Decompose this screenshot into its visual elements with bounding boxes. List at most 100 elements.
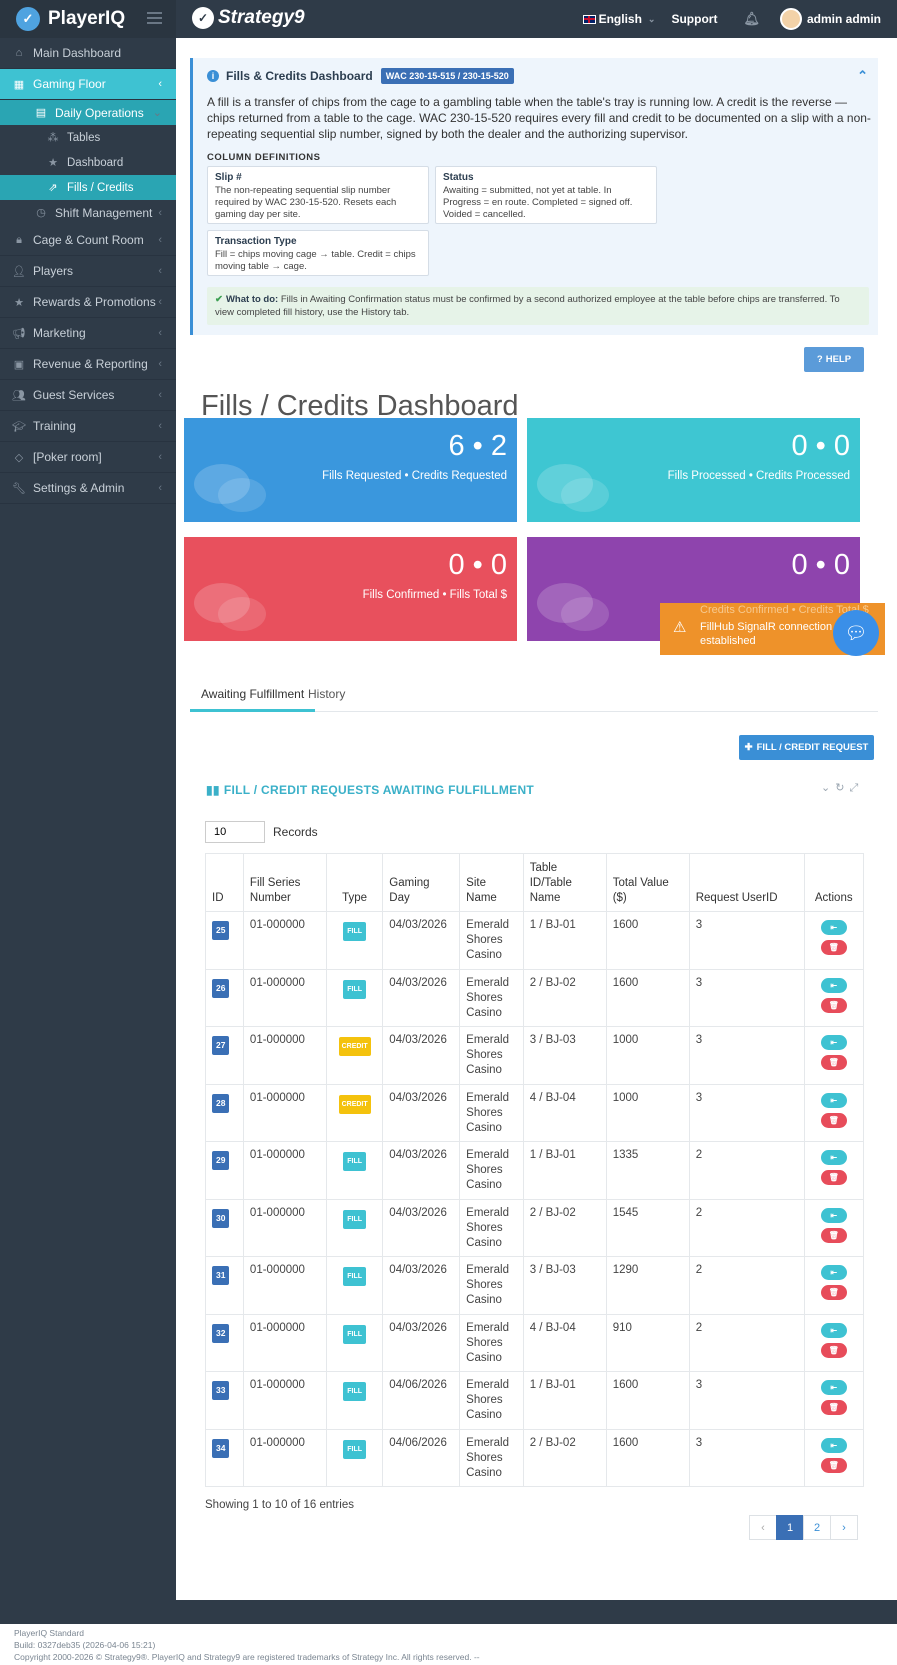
id-badge[interactable]: 28 [212, 1093, 230, 1113]
sidebar-item-poker-room[interactable]: ◇ [Poker room] ‹ [0, 442, 176, 473]
sidebar-item-rewards-promotions[interactable]: ★ Rewards & Promotions ‹ [0, 287, 176, 318]
id-badge[interactable]: 32 [212, 1323, 230, 1343]
cell-total-value: 1545 [605, 1198, 690, 1257]
process-icon[interactable]: ⇤ [820, 920, 847, 935]
col-total-value[interactable]: Total Value ($) [605, 853, 690, 912]
id-badge[interactable]: 29 [212, 1151, 230, 1170]
sidebar-item-dashboard[interactable]: ★ Dashboard [0, 150, 176, 175]
type-badge: FILL [343, 1382, 366, 1401]
pagination-page-1[interactable]: 1 [776, 1515, 804, 1540]
process-icon[interactable]: ⇤ [820, 1092, 847, 1108]
table-row[interactable]: 29 01-000000 FILL 04/03/2026 Emerald Shores … [205, 1141, 864, 1200]
process-icon[interactable]: ⇤ [820, 1437, 847, 1453]
trash-icon[interactable]: 🗑︎ [820, 1400, 847, 1415]
menu-toggle-icon[interactable] [147, 12, 162, 24]
avatar[interactable] [779, 8, 802, 30]
sidebar-item-guest-services[interactable]: 👥︎ Guest Services ‹ [0, 380, 176, 411]
sidebar-item-settings-admin[interactable]: 🔧︎ Settings & Admin ‹ [0, 473, 176, 504]
sidebar-item-cage-count-room[interactable]: 🔒︎ Cage & Count Room ‹ [0, 225, 176, 256]
table-row[interactable]: 34 01-000000 FILL 04/06/2026 Emerald Shores … [205, 1428, 864, 1487]
tab-history[interactable]: History [308, 687, 346, 701]
tab-awaiting-fulfillment[interactable]: Awaiting Fulfillment [190, 687, 316, 712]
support-link[interactable]: Support [671, 12, 718, 26]
trash-icon[interactable]: 🗑︎ [820, 997, 847, 1013]
process-icon[interactable]: ⇤ [820, 1380, 847, 1395]
trash-icon[interactable]: 🗑︎ [820, 1227, 847, 1243]
id-badge[interactable]: 25 [212, 921, 230, 940]
chat-button[interactable]: 💬︎ [833, 610, 879, 656]
cell-request-userid: 3 [688, 1083, 805, 1142]
id-badge[interactable]: 27 [212, 1036, 230, 1055]
sidebar-item-main-dashboard[interactable]: ⌂ Main Dashboard [0, 38, 176, 69]
pagination-page-2[interactable]: 2 [803, 1515, 831, 1540]
trash-icon[interactable]: 🗑︎ [820, 1342, 847, 1358]
definition-term: Transaction Type [215, 236, 297, 247]
sidebar-item-tables[interactable]: ⁂ Tables [0, 125, 176, 150]
sidebar-item-marketing[interactable]: 📢︎ Marketing ‹ [0, 318, 176, 349]
table-header-row: ID Fill Series Number Type Gaming Day Si… [205, 853, 864, 912]
col-fill-series-number[interactable]: Fill Series Number [242, 853, 327, 912]
records-input[interactable] [205, 821, 265, 843]
bell-icon[interactable]: 🔔︎ [743, 11, 760, 26]
id-badge[interactable]: 30 [212, 1208, 230, 1228]
sidebar-item-label: Players [33, 264, 74, 278]
table-row[interactable]: 32 01-000000 FILL 04/03/2026 Emerald Shores … [205, 1313, 864, 1372]
help-button[interactable]: ? HELP [804, 347, 864, 372]
table-row[interactable]: 28 01-000000 CREDIT 04/03/2026 Emerald Shore… [205, 1083, 864, 1142]
sidebar-item-training[interactable]: 🎓︎ Training ‹ [0, 411, 176, 442]
col-gaming-day[interactable]: Gaming Day [382, 853, 461, 912]
id-badge[interactable]: 26 [212, 978, 230, 998]
col-site-name[interactable]: Site Name [459, 853, 524, 912]
process-icon[interactable]: ⇤ [820, 1322, 847, 1338]
trash-icon[interactable]: 🗑︎ [820, 1170, 847, 1185]
trash-icon[interactable]: 🗑︎ [820, 1112, 847, 1128]
sidebar-item-players[interactable]: 👤︎ Players ‹ [0, 256, 176, 287]
sidebar-item-daily-operations[interactable]: ▤ Daily Operations ⌄ [0, 100, 176, 125]
col-table[interactable]: Table ID/Table Name [522, 853, 607, 912]
chevron-up-icon[interactable]: ⌃ [857, 68, 868, 83]
trash-icon[interactable]: 🗑︎ [820, 1285, 847, 1300]
collapse-icon[interactable]: ⌄ [821, 782, 836, 794]
table-row[interactable]: 33 01-000000 FILL 04/06/2026 Emerald Shores … [205, 1371, 864, 1430]
refresh-icon[interactable]: ↻ [835, 782, 850, 794]
brand[interactable]: ✓ PlayerIQ [0, 0, 176, 38]
id-badge[interactable]: 34 [212, 1438, 230, 1458]
user-name[interactable]: admin admin [806, 12, 881, 26]
table-row[interactable]: 31 01-000000 FILL 04/03/2026 Emerald Shores … [205, 1256, 864, 1315]
fill-credit-request-button[interactable]: ✚ FILL / CREDIT REQUEST [739, 735, 874, 760]
process-icon[interactable]: ⇤ [820, 1035, 847, 1050]
trash-icon[interactable]: 🗑︎ [820, 1457, 847, 1473]
table-row[interactable]: 26 01-000000 FILL 04/03/2026 Emerald Shores … [205, 968, 864, 1027]
col-request-userid[interactable]: Request UserID [688, 853, 805, 912]
col-type[interactable]: Type [325, 853, 384, 912]
table-row[interactable]: 25 01-000000 FILL 04/03/2026 Emerald Shores … [205, 911, 864, 970]
cell-site: Emerald Shores Casino [459, 1428, 524, 1487]
process-icon[interactable]: ⇤ [820, 977, 847, 993]
cell-request-userid: 2 [688, 1313, 805, 1372]
diamond-icon: ◇ [14, 451, 24, 464]
sidebar-item-revenue-reporting[interactable]: ▣ Revenue & Reporting ‹ [0, 349, 176, 380]
table-row[interactable]: 27 01-000000 CREDIT 04/03/2026 Emerald Shore… [205, 1026, 864, 1085]
sidebar-item-shift-management[interactable]: ◷ Shift Management ‹ [0, 200, 176, 225]
what-to-do-box: ✔ What to do: Fills in Awaiting Confirmat… [207, 287, 869, 325]
pagination-prev[interactable]: ‹ [749, 1515, 777, 1540]
id-badge[interactable]: 33 [212, 1381, 230, 1400]
id-badge[interactable]: 31 [212, 1266, 230, 1285]
table-row[interactable]: 30 01-000000 FILL 04/03/2026 Emerald Shores … [205, 1198, 864, 1257]
chevron-left-icon: ‹ [158, 358, 162, 370]
cell-type: FILL [325, 1313, 384, 1372]
process-icon[interactable]: ⇤ [820, 1150, 847, 1165]
chevron-left-icon: ‹ [158, 234, 162, 246]
sidebar-item-fills-credits[interactable]: ⇗ Fills / Credits [0, 175, 176, 200]
process-icon[interactable]: ⇤ [820, 1265, 847, 1280]
trash-icon[interactable]: 🗑︎ [820, 940, 847, 955]
pagination-next[interactable]: › [830, 1515, 858, 1540]
process-icon[interactable]: ⇤ [820, 1207, 847, 1223]
col-id[interactable]: ID [205, 853, 244, 912]
cell-total-value: 1600 [605, 1428, 690, 1487]
sidebar-item-gaming-floor[interactable]: ▦ Gaming Floor ‹ [0, 69, 176, 100]
trash-icon[interactable]: 🗑︎ [820, 1055, 847, 1070]
expand-icon[interactable]: ⤢ [849, 782, 864, 794]
language-selector[interactable]: English ⌄ [582, 12, 655, 26]
warning-icon: ⚠ [673, 619, 687, 636]
